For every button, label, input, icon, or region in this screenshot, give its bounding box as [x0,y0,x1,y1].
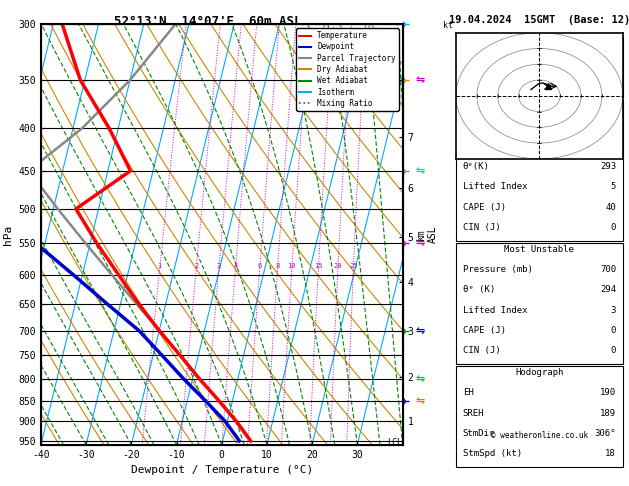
Bar [456,243,623,364]
Text: 294: 294 [600,285,616,295]
Text: Surface: Surface [521,102,558,111]
Text: CAPE (J): CAPE (J) [463,326,506,335]
Text: 40: 40 [605,203,616,211]
Text: ⇋: ⇋ [415,326,425,335]
Text: 0: 0 [611,326,616,335]
Text: 25: 25 [349,263,358,269]
Text: ⇋: ⇋ [415,166,425,176]
Text: 6.2: 6.2 [600,122,616,131]
Text: 1.23: 1.23 [594,79,616,88]
Text: PW (cm): PW (cm) [463,79,500,88]
Text: 52: 52 [605,59,616,68]
Text: ⇋: ⇋ [415,396,425,406]
Text: θᵉ (K): θᵉ (K) [463,285,495,295]
Text: 10: 10 [287,263,296,269]
Text: ⇋: ⇋ [415,238,425,248]
Text: K: K [463,39,468,48]
Text: 700: 700 [600,265,616,274]
Text: Hodograph: Hodograph [515,368,564,377]
Text: Temp (°C): Temp (°C) [463,122,511,131]
Text: kt: kt [443,21,453,30]
Bar [456,37,623,98]
Text: 0: 0 [611,346,616,355]
Text: 6: 6 [258,263,262,269]
Text: 190: 190 [600,388,616,398]
Text: 0: 0 [611,223,616,232]
Text: Lifted Index: Lifted Index [463,182,527,191]
X-axis label: Dewpoint / Temperature (°C): Dewpoint / Temperature (°C) [131,465,313,475]
Text: CIN (J): CIN (J) [463,346,500,355]
Text: θᵉ(K): θᵉ(K) [463,162,489,171]
Y-axis label: km
ASL: km ASL [416,226,438,243]
Text: 20: 20 [333,263,342,269]
Text: 52°13'N  14°07'E  60m ASL: 52°13'N 14°07'E 60m ASL [114,15,301,28]
Text: 19.04.2024  15GMT  (Base: 12): 19.04.2024 15GMT (Base: 12) [448,15,629,25]
Y-axis label: hPa: hPa [3,225,13,244]
Text: ⇋: ⇋ [415,374,425,384]
Text: CIN (J): CIN (J) [463,223,500,232]
Text: 15: 15 [314,263,323,269]
Text: 293: 293 [600,162,616,171]
Text: Totals Totals: Totals Totals [463,59,533,68]
Text: 1: 1 [157,263,162,269]
Text: StmDir: StmDir [463,429,495,438]
Text: Dewp (°C): Dewp (°C) [463,142,511,151]
Text: 306°: 306° [594,429,616,438]
Text: Most Unstable: Most Unstable [504,245,574,254]
Text: 18: 18 [605,449,616,458]
Bar [456,100,623,241]
Text: 3: 3 [216,263,221,269]
Text: Lifted Index: Lifted Index [463,306,527,314]
Text: EH: EH [463,388,474,398]
Text: 5: 5 [611,182,616,191]
Text: © weatheronline.co.uk: © weatheronline.co.uk [491,432,588,440]
Text: 3.7: 3.7 [600,142,616,151]
Text: Pressure (mb): Pressure (mb) [463,265,533,274]
Text: 22: 22 [605,39,616,48]
Text: StmSpd (kt): StmSpd (kt) [463,449,522,458]
Text: CAPE (J): CAPE (J) [463,203,506,211]
Bar [456,366,623,467]
Text: 189: 189 [600,409,616,417]
Text: 4: 4 [233,263,238,269]
Text: 2: 2 [194,263,198,269]
Text: 8: 8 [276,263,280,269]
Text: SREH: SREH [463,409,484,417]
Legend: Temperature, Dewpoint, Parcel Trajectory, Dry Adiabat, Wet Adiabat, Isotherm, Mi: Temperature, Dewpoint, Parcel Trajectory… [296,28,399,111]
Text: 3: 3 [611,306,616,314]
Text: ⇋: ⇋ [415,75,425,85]
Text: LCL: LCL [387,438,402,447]
